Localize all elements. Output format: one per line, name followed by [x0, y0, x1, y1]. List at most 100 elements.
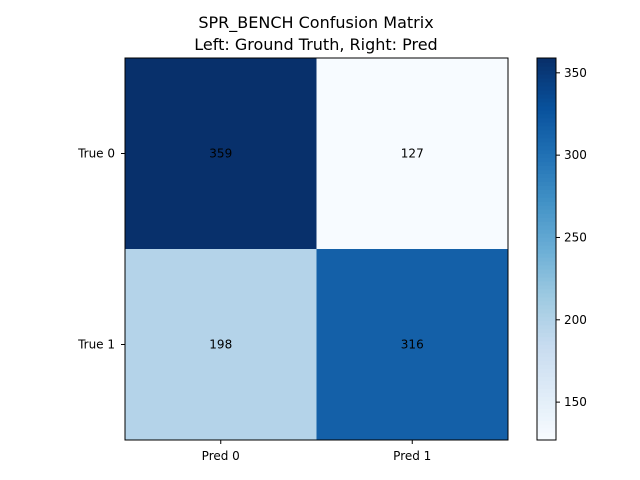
cell-value-label: 359 [209, 147, 232, 161]
colorbar-segment [537, 348, 556, 354]
colorbar-segment [537, 229, 556, 234]
colorbar-segment [537, 177, 556, 182]
colorbar-segment [537, 412, 556, 417]
colorbar-segment [537, 89, 556, 95]
colorbar-segment [537, 316, 556, 322]
heatmap-cell [316, 58, 508, 249]
x-tick-label: Pred 0 [202, 449, 240, 463]
colorbar-segment [537, 284, 556, 290]
colorbar-tick-label: 250 [564, 230, 587, 244]
colorbar-segment [537, 276, 556, 282]
colorbar-segment [537, 288, 556, 294]
colorbar-segment [537, 432, 556, 437]
colorbar-segment [537, 252, 556, 258]
colorbar-segment [537, 312, 556, 318]
colorbar-segment [537, 280, 556, 286]
colorbar-segment [537, 245, 556, 250]
colorbar-segment [537, 201, 556, 206]
colorbar-segment [537, 344, 556, 350]
colorbar-segment [537, 328, 556, 334]
colorbar-segment [537, 169, 556, 174]
colorbar-segment [537, 69, 556, 75]
colorbar-segment [537, 161, 556, 167]
colorbar-segment [537, 197, 556, 202]
colorbar-segment [537, 189, 556, 194]
colorbar-segment [537, 264, 556, 270]
colorbar-segment [537, 420, 556, 425]
colorbar-segment [537, 308, 556, 314]
cell-value-label: 198 [209, 338, 232, 352]
colorbar-segment [537, 300, 556, 306]
colorbar-segment [537, 436, 556, 441]
colorbar-segment [537, 272, 556, 278]
y-tick-label: True 1 [77, 338, 115, 352]
heatmap-cell [125, 58, 317, 249]
colorbar-segment [537, 237, 556, 242]
colorbar-tick-label: 200 [564, 313, 587, 327]
cell-value-label: 127 [401, 147, 424, 161]
colorbar-segment [537, 61, 556, 67]
colorbar-segment [537, 352, 556, 358]
colorbar-segment [537, 296, 556, 302]
chart-title: SPR_BENCH Confusion Matrix [198, 13, 433, 33]
heatmap-cell [316, 249, 508, 440]
colorbar: 150 200 250 300 350 [536, 57, 587, 441]
colorbar-segment [537, 392, 556, 397]
colorbar-segment [537, 384, 556, 389]
colorbar-segment [537, 396, 556, 401]
colorbar-segment [537, 101, 556, 107]
y-tick-label: True 0 [77, 147, 115, 161]
colorbar-segment [537, 408, 556, 413]
heatmap-cell [125, 249, 317, 440]
colorbar-segment [537, 241, 556, 246]
colorbar-segment [537, 165, 556, 171]
colorbar-segment [537, 360, 556, 365]
colorbar-segment [537, 400, 556, 405]
colorbar-segment [537, 304, 556, 310]
colorbar-segment [537, 65, 556, 71]
colorbar-segment [537, 205, 556, 210]
colorbar-segment [537, 324, 556, 330]
colorbar-segment [537, 416, 556, 421]
colorbar-segment [537, 372, 556, 377]
x-tick-label: Pred 1 [393, 449, 431, 463]
colorbar-segment [537, 77, 556, 83]
colorbar-segment [537, 221, 556, 226]
colorbar-tick-label: 150 [564, 395, 587, 409]
colorbar-segment [537, 233, 556, 238]
colorbar-segment [537, 249, 556, 254]
heatmap-plot-area: 359 127 198 316 True 0 True 1 Pred 0 Pred 1 [77, 57, 509, 463]
colorbar-segment [537, 121, 556, 127]
colorbar-segment [537, 137, 556, 143]
colorbar-segment [537, 424, 556, 429]
colorbar-segment [537, 388, 556, 393]
colorbar-segment [537, 181, 556, 186]
colorbar-segment [537, 368, 556, 373]
colorbar-segment [537, 340, 556, 346]
colorbar-segment [537, 157, 556, 163]
colorbar-segment [537, 133, 556, 139]
colorbar-segment [537, 149, 556, 155]
colorbar-segment [537, 225, 556, 230]
colorbar-segment [537, 336, 556, 342]
colorbar-segment [537, 117, 556, 123]
colorbar-segment [537, 364, 556, 369]
colorbar-frame [536, 57, 557, 441]
colorbar-segment [537, 268, 556, 274]
colorbar-segment [537, 93, 556, 99]
colorbar-segment [537, 173, 556, 178]
colorbar-segment [537, 129, 556, 135]
colorbar-segment [537, 209, 556, 214]
colorbar-segment [537, 320, 556, 326]
colorbar-segment [537, 332, 556, 338]
colorbar-segment [537, 73, 556, 79]
colorbar-segment [537, 185, 556, 190]
cell-value-label: 316 [401, 338, 424, 352]
colorbar-segment [537, 292, 556, 298]
colorbar-segment [537, 193, 556, 198]
colorbar-segment [537, 97, 556, 103]
colorbar-segment [537, 105, 556, 111]
colorbar-tick-label: 300 [564, 148, 587, 162]
colorbar-segment [537, 217, 556, 222]
